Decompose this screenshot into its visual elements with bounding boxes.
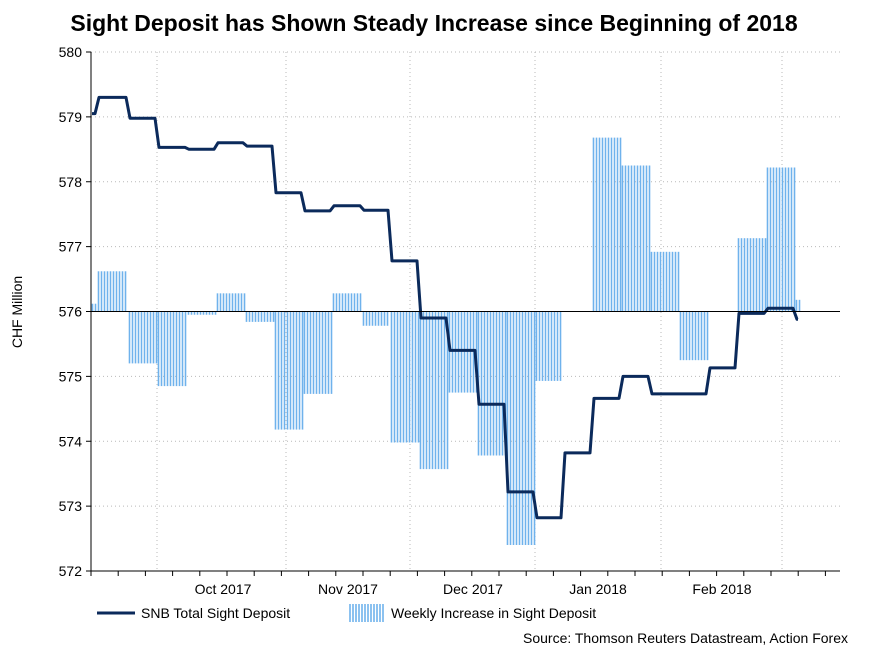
y-tick-label: 574 [59, 433, 83, 449]
bar [506, 311, 536, 546]
x-tick-label: Feb 2018 [692, 581, 751, 597]
bar [362, 311, 389, 326]
bar [477, 311, 507, 456]
bar [419, 311, 449, 470]
x-tick-labels: Oct 2017 Nov 2017 Dec 2017 Jan 2018 Feb 2018 [195, 581, 752, 597]
source-note: Source: Thomson Reuters Datastream, Acti… [523, 630, 848, 646]
bar [187, 311, 217, 315]
bar [245, 311, 275, 322]
legend-label-line: SNB Total Sight Deposit [141, 605, 290, 621]
bar [679, 311, 709, 361]
bar [592, 137, 622, 312]
bar [274, 311, 304, 430]
bar [766, 167, 796, 312]
bar [303, 311, 333, 394]
legend-label-bar: Weekly Increase in Sight Deposit [391, 605, 596, 621]
y-tick-label: 575 [59, 368, 83, 384]
x-tick-label: Oct 2017 [195, 581, 252, 597]
y-tick-label: 577 [59, 239, 83, 255]
y-tick-labels: 572 573 574 575 576 577 578 579 580 [59, 44, 83, 579]
bar [91, 303, 97, 312]
bar [448, 311, 478, 393]
y-tick-label: 572 [59, 563, 83, 579]
axes [86, 51, 840, 576]
x-tick-label: Jan 2018 [569, 581, 627, 597]
bar [650, 251, 680, 312]
sight-deposit-line [92, 95, 799, 520]
x-tick-label: Dec 2017 [443, 581, 503, 597]
chart-title: Sight Deposit has Shown Steady Increase … [70, 10, 797, 36]
bar-series [91, 137, 801, 546]
bar [128, 311, 158, 364]
y-tick-label: 579 [59, 109, 83, 125]
legend-bar-swatch [349, 604, 384, 622]
x-tick-label: Nov 2017 [318, 581, 378, 597]
bar [737, 238, 767, 312]
legend: SNB Total Sight Deposit Weekly Increase … [97, 604, 596, 622]
y-tick-label: 573 [59, 498, 83, 514]
y-axis-title: CHF Million [9, 276, 25, 348]
bar [97, 271, 127, 312]
y-tick-label: 580 [59, 44, 83, 60]
bar [390, 311, 420, 443]
bar [795, 299, 801, 312]
bar [535, 311, 562, 381]
bar [216, 293, 246, 312]
bar [332, 293, 362, 312]
bar [157, 311, 187, 387]
line-series [92, 95, 799, 520]
y-tick-label: 576 [59, 304, 83, 320]
bar [621, 165, 651, 312]
y-tick-label: 578 [59, 174, 83, 190]
